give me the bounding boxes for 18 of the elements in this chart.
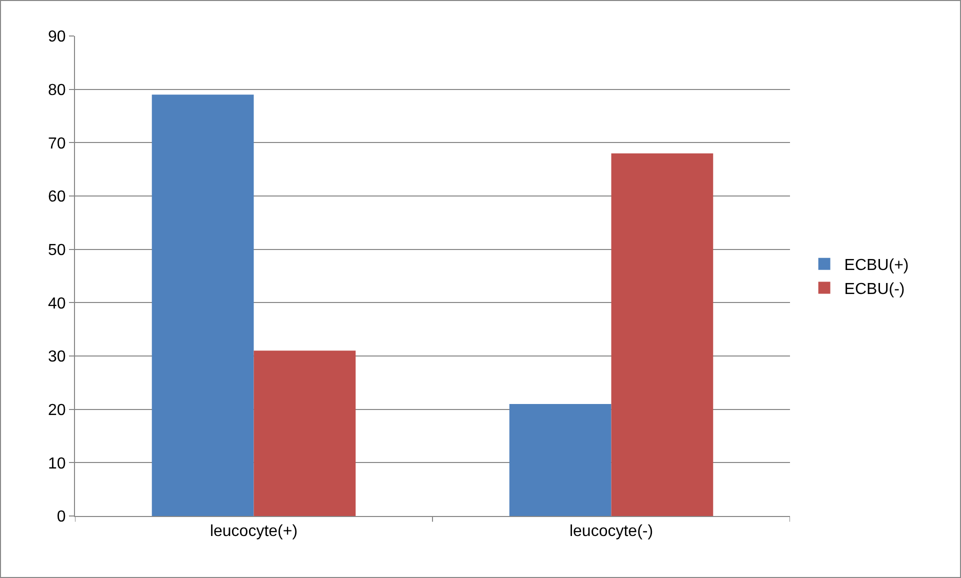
y-tick-label: 60 [48, 188, 66, 206]
y-tick-label: 0 [56, 508, 66, 526]
y-tick-label: 20 [48, 402, 66, 419]
x-tick-label: leucocyte(-) [569, 523, 654, 540]
y-tick-label: 40 [48, 295, 66, 312]
legend-label: ECBU(+) [844, 257, 909, 274]
bar [611, 153, 714, 516]
y-tick-label: 90 [48, 28, 66, 46]
bar [254, 350, 356, 516]
y-tick-label: 70 [48, 135, 66, 152]
y-tick-label: 10 [48, 455, 66, 472]
y-tick-label: 30 [48, 348, 66, 366]
bar [509, 404, 612, 516]
bar [152, 94, 254, 516]
legend-label: ECBU(-) [844, 280, 905, 298]
x-tick-label: leucocyte(+) [210, 523, 298, 540]
y-tick-label: 50 [48, 242, 66, 259]
y-tick-label: 80 [48, 82, 66, 99]
